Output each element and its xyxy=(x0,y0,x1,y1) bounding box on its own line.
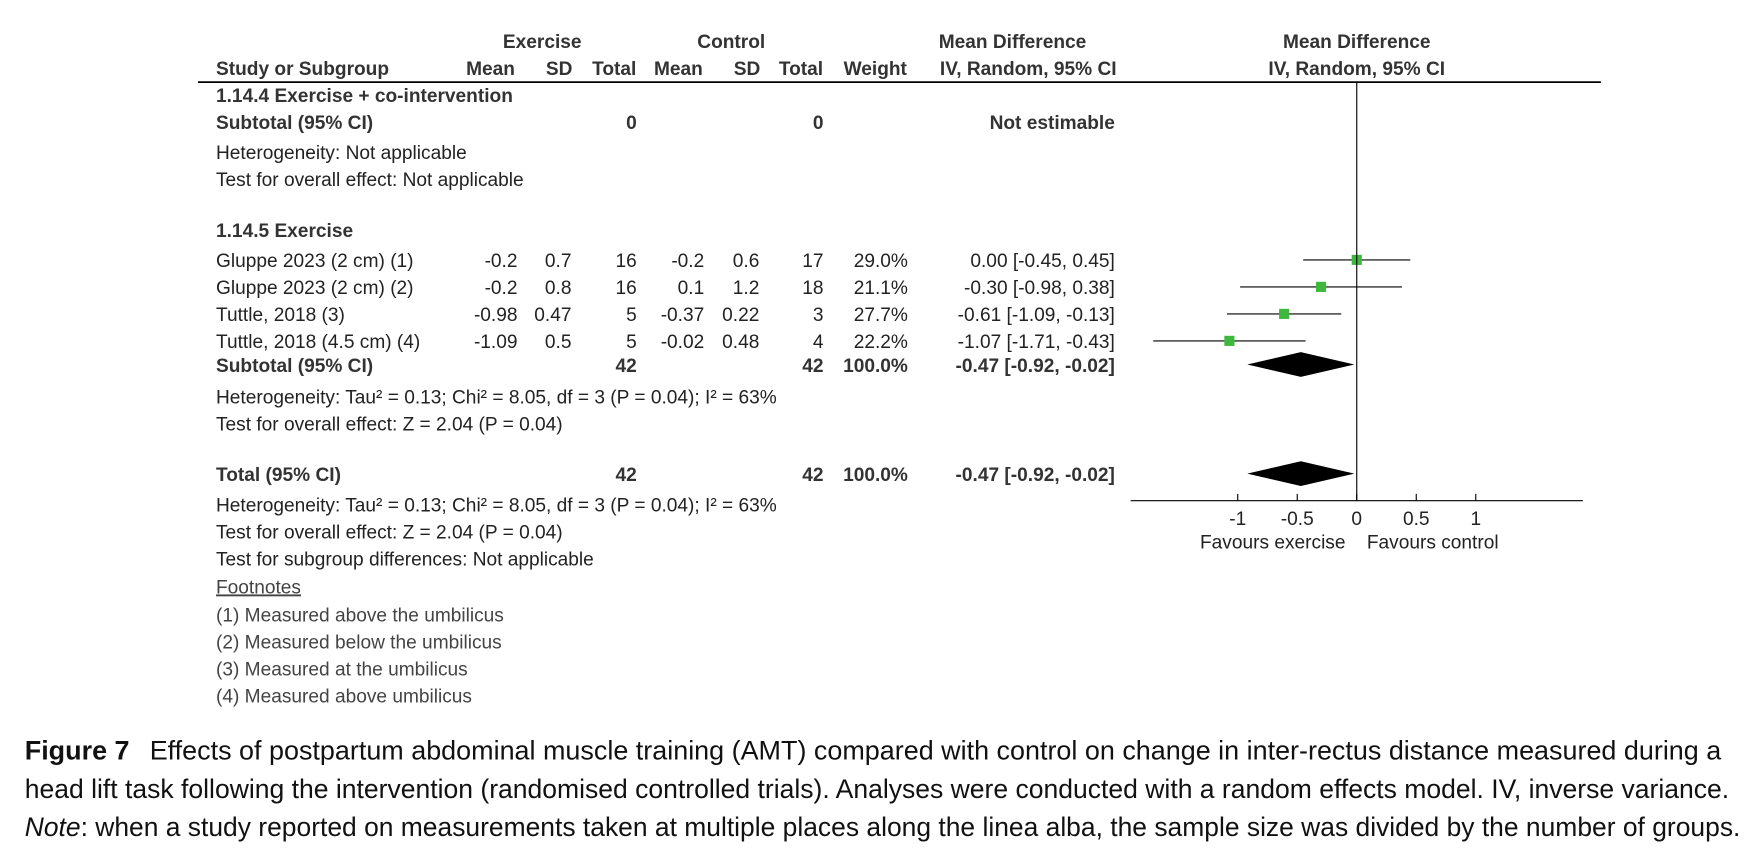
overall-effect: Test for overall effect: Z = 2.04 (P = 0… xyxy=(216,522,563,543)
weight: 22.2% xyxy=(854,332,908,353)
caption-note-label: Note xyxy=(25,812,81,842)
x-tick-label: 1 xyxy=(1470,509,1481,530)
summary-total: 0 xyxy=(626,113,637,134)
cell: 16 xyxy=(615,251,636,272)
group-header: Exercise xyxy=(503,32,582,53)
cell: 17 xyxy=(802,251,823,272)
summary-weight: 100.0% xyxy=(843,356,908,377)
cell: 0.48 xyxy=(722,332,759,353)
caption-line: Note: when a study reported on measureme… xyxy=(25,812,1741,842)
column-header: IV, Random, 95% CI xyxy=(1268,59,1445,80)
weight: 21.1% xyxy=(854,278,908,299)
cell: 0.8 xyxy=(545,278,572,299)
cell: -0.98 xyxy=(474,305,518,326)
summary-diamond xyxy=(1247,461,1355,487)
favours-label: Favours control xyxy=(1367,532,1499,553)
summary-label: Subtotal (95% CI) xyxy=(216,356,373,377)
x-tick-label: -0.5 xyxy=(1281,509,1314,530)
column-header: Mean Difference xyxy=(939,32,1087,53)
subgroup-title: 1.14.4 Exercise + co-intervention xyxy=(216,86,513,107)
caption-line: Figure 7 Effects of postpartum abdominal … xyxy=(25,736,1722,766)
summary-total: 42 xyxy=(802,465,823,486)
heterogeneity: Heterogeneity: Tau² = 0.13; Chi² = 8.05,… xyxy=(216,387,777,408)
column-header: IV, Random, 95% CI xyxy=(940,59,1117,80)
footnote: (1) Measured above the umbilicus xyxy=(216,606,504,627)
weight: 29.0% xyxy=(854,251,908,272)
cell: 4 xyxy=(813,332,824,353)
caption-text: : when a study reported on measurements … xyxy=(81,812,1741,842)
subgroup-title: 1.14.5 Exercise xyxy=(216,221,353,242)
summary-total: 0 xyxy=(813,113,824,134)
cell: 1.2 xyxy=(733,278,760,299)
summary-estimate: -0.47 [-0.92, -0.02] xyxy=(956,465,1115,486)
study-name: Gluppe 2023 (2 cm) (1) xyxy=(216,251,414,272)
caption-label: Figure 7 xyxy=(25,736,130,766)
cell: 0.1 xyxy=(678,278,705,299)
footnote: (3) Measured at the umbilicus xyxy=(216,660,468,681)
cell: -0.2 xyxy=(671,251,704,272)
cell: 0.47 xyxy=(534,305,571,326)
summary-total: 42 xyxy=(615,465,636,486)
overall-effect: Test for overall effect: Not applicable xyxy=(216,170,524,191)
study-name: Gluppe 2023 (2 cm) (2) xyxy=(216,278,414,299)
cell: 0.22 xyxy=(722,305,759,326)
study-marker xyxy=(1224,335,1235,346)
cell: 0.7 xyxy=(545,251,572,272)
study-name: Tuttle, 2018 (4.5 cm) (4) xyxy=(216,332,420,353)
footnotes-title: Footnotes xyxy=(216,577,301,598)
cell: -1.09 xyxy=(474,332,518,353)
subgroup-differences: Test for subgroup differences: Not appli… xyxy=(216,549,594,570)
cell: 3 xyxy=(813,305,824,326)
cell: 16 xyxy=(615,278,636,299)
cell: 5 xyxy=(626,332,637,353)
x-tick-label: -1 xyxy=(1229,509,1246,530)
cell: -0.37 xyxy=(661,305,705,326)
column-header: Weight xyxy=(844,59,908,80)
x-tick-label: 0 xyxy=(1351,509,1362,530)
column-header: SD xyxy=(546,59,573,80)
caption-line: head lift task following the interventio… xyxy=(25,774,1729,804)
cell: 5 xyxy=(626,305,637,326)
summary-label: Total (95% CI) xyxy=(216,465,341,486)
column-header: Total xyxy=(592,59,636,80)
x-tick-label: 0.5 xyxy=(1403,509,1430,530)
summary-estimate: Not estimable xyxy=(990,113,1115,134)
summary-total: 42 xyxy=(802,356,823,377)
study-name: Tuttle, 2018 (3) xyxy=(216,305,345,326)
caption-text: Effects of postpartum abdominal muscle t… xyxy=(150,736,1722,766)
effect-estimate: 0.00 [-0.45, 0.45] xyxy=(970,251,1115,272)
column-header: Mean xyxy=(654,59,703,80)
summary-weight: 100.0% xyxy=(843,465,908,486)
weight: 27.7% xyxy=(854,305,908,326)
cell: 18 xyxy=(802,278,823,299)
footnote: (4) Measured above umbilicus xyxy=(216,687,472,708)
cell: 0.6 xyxy=(733,251,760,272)
summary-total: 42 xyxy=(615,356,636,377)
group-header: Control xyxy=(697,32,765,53)
effect-estimate: -0.30 [-0.98, 0.38] xyxy=(964,278,1115,299)
column-header: Mean xyxy=(466,59,515,80)
study-marker xyxy=(1279,308,1290,319)
heterogeneity: Heterogeneity: Tau² = 0.13; Chi² = 8.05,… xyxy=(216,495,777,516)
favours-label: Favours exercise xyxy=(1200,532,1346,553)
study-marker xyxy=(1315,281,1327,292)
column-header: SD xyxy=(734,59,761,80)
summary-label: Subtotal (95% CI) xyxy=(216,113,373,134)
column-header: Study or Subgroup xyxy=(216,59,389,80)
effect-estimate: -0.61 [-1.09, -0.13] xyxy=(958,305,1115,326)
footnote: (2) Measured below the umbilicus xyxy=(216,633,502,654)
summary-diamond xyxy=(1247,352,1355,377)
effect-estimate: -1.07 [-1.71, -0.43] xyxy=(958,332,1115,353)
column-header: Mean Difference xyxy=(1283,32,1431,53)
cell: -0.2 xyxy=(485,251,518,272)
overall-effect: Test for overall effect: Z = 2.04 (P = 0… xyxy=(216,414,563,435)
cell: 0.5 xyxy=(545,332,572,353)
column-header: Total xyxy=(779,59,823,80)
cell: -0.2 xyxy=(485,278,518,299)
cell: -0.02 xyxy=(661,332,705,353)
heterogeneity: Heterogeneity: Not applicable xyxy=(216,143,467,164)
summary-estimate: -0.47 [-0.92, -0.02] xyxy=(956,356,1115,377)
